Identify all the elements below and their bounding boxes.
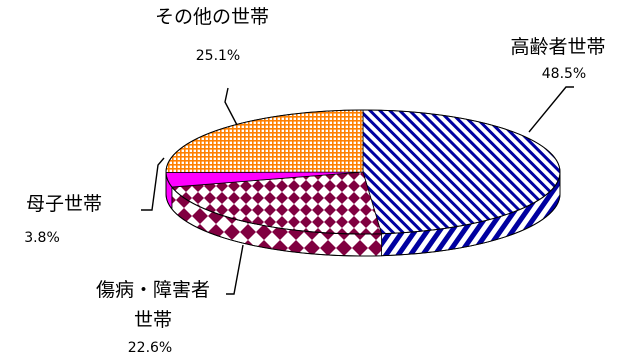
pie-top-face: [165, 109, 561, 235]
slice-label-byosho-line2: 世帯: [134, 309, 172, 331]
slice-label-sonota: その他の世帯: [155, 6, 269, 28]
leader-line-byosho: [226, 244, 244, 295]
slice-label-koreisha: 高齢者世帯: [510, 36, 605, 58]
slice-label-boshi: 母子世帯: [26, 193, 102, 215]
pie-slice-3: [165, 109, 364, 173]
leader-line-koreisha: [528, 86, 574, 133]
pie-outline: [165, 109, 561, 257]
pie-bottom-outline: [165, 172, 561, 257]
slice-value-sonota: 25.1%: [196, 48, 240, 64]
slice-value-byosho: 22.6%: [128, 340, 172, 356]
slice-label-byosho-line1: 傷病・障害者: [96, 279, 210, 301]
slice-value-boshi: 3.8%: [24, 230, 60, 246]
leader-line-boshi: [141, 157, 165, 211]
slice-value-koreisha: 48.5%: [542, 66, 586, 82]
leader-line-sonota: [224, 87, 238, 126]
